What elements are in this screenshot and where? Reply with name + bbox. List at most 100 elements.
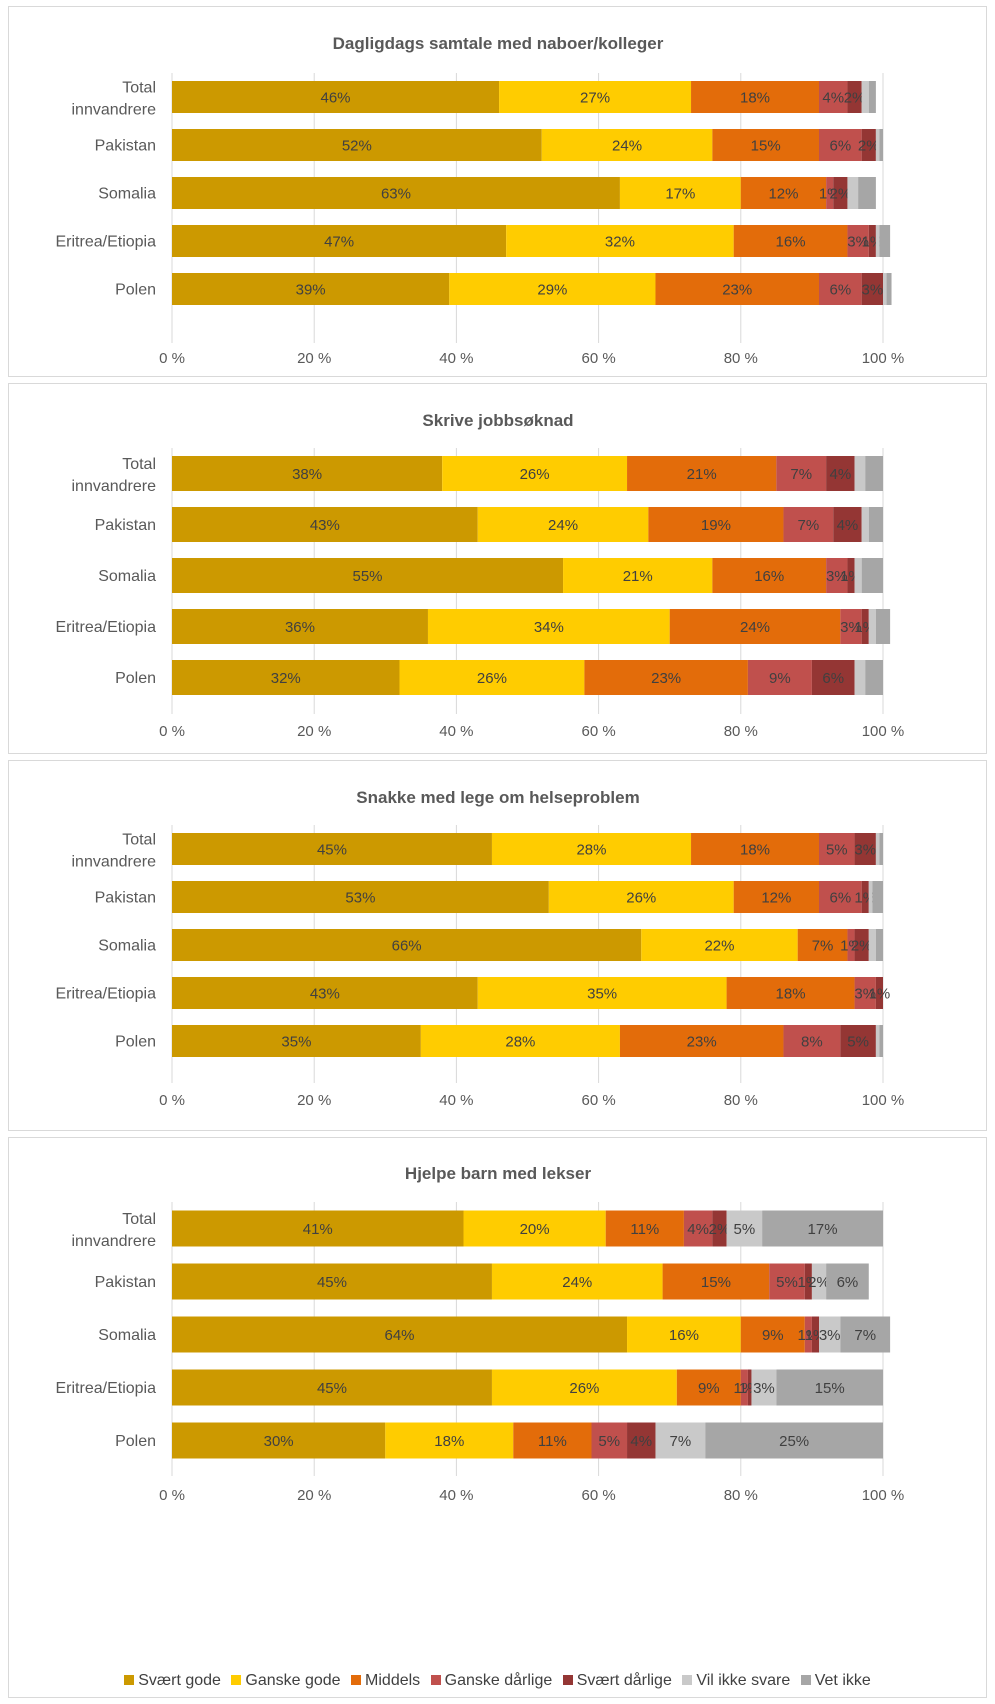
data-label: 17%	[808, 1221, 838, 1238]
tick-label: 80 %	[724, 723, 758, 740]
data-label: 30%	[264, 1433, 294, 1450]
data-label: 66%	[392, 938, 422, 955]
bar-segment	[172, 1422, 386, 1459]
category-label: Pakistan	[95, 1274, 156, 1291]
tick-label: 100 %	[862, 1092, 905, 1109]
legend: Svært gode Ganske gode Middels Ganske då…	[0, 1672, 995, 1690]
bar-segment	[172, 129, 542, 161]
bar-segment	[879, 833, 883, 865]
data-label: 7%	[790, 466, 812, 483]
category-label-line: Total	[122, 456, 156, 473]
bar-segment	[776, 456, 827, 491]
category-label-line: Eritrea/Etiopia	[56, 619, 157, 636]
data-label: 16%	[776, 234, 806, 251]
bar-segment	[427, 609, 670, 644]
bar-segment	[463, 1210, 606, 1247]
data-label: 27%	[580, 90, 610, 107]
category-label-line: Somalia	[98, 1327, 156, 1344]
bar-segment	[385, 1422, 514, 1459]
bar-segment	[854, 456, 866, 491]
data-label: 15%	[751, 138, 781, 155]
bar-segment	[854, 660, 866, 695]
bar-segment	[662, 1263, 770, 1300]
data-label: 2%	[858, 138, 880, 155]
bar-segment	[172, 929, 642, 961]
data-label: 16%	[754, 568, 784, 585]
legend-item: Svært dårlige	[562, 1672, 672, 1690]
bar-segment	[865, 660, 883, 695]
data-label: 7%	[854, 1327, 876, 1344]
chart-panel-1: Dagligdags samtale med naboer/kolleger 0 …	[8, 6, 987, 377]
legend-label: Ganske dårlige	[444, 1672, 553, 1689]
category-label: Polen	[115, 670, 156, 687]
data-label: 3%	[840, 619, 862, 636]
bar-segment	[811, 1263, 827, 1300]
data-label: 16%	[669, 1327, 699, 1344]
bar-segment	[826, 456, 855, 491]
data-label: 7%	[812, 938, 834, 955]
bar-segment	[747, 660, 812, 695]
bar-segment	[879, 129, 883, 161]
bar-segment	[861, 507, 869, 542]
bar-segment	[172, 177, 620, 209]
bar-segment	[172, 1025, 421, 1057]
tick-label: 40 %	[439, 723, 473, 740]
chart-2-svg: Skrive jobbsøknad 0 % 20 % 40 % 60 % 80 % 100 …	[56, 411, 905, 740]
bar-segment	[861, 558, 883, 593]
data-label: 38%	[292, 466, 322, 483]
data-label: 26%	[626, 890, 656, 907]
bar-segment	[172, 1369, 492, 1406]
data-label: 34%	[534, 619, 564, 636]
bar-segment	[875, 609, 891, 644]
category-label: Somalia	[98, 1327, 156, 1344]
data-label: 32%	[605, 234, 635, 251]
category-label-line: Pakistan	[95, 138, 156, 155]
category-label: Pakistan	[95, 890, 156, 907]
bar-segment	[875, 1025, 880, 1057]
tick-label: 0 %	[159, 350, 185, 367]
data-label: 3%	[854, 986, 876, 1003]
data-label: 28%	[576, 842, 606, 859]
bar-segment	[655, 1422, 706, 1459]
data-label: 3%	[854, 842, 876, 859]
bar-segment	[858, 177, 876, 209]
data-label: 2%	[709, 1221, 731, 1238]
tick-label: 80 %	[724, 1092, 758, 1109]
bar-segment	[826, 558, 848, 593]
category-label-line: Somalia	[98, 568, 156, 585]
category-label-line: Total	[122, 1211, 156, 1228]
bar-segment	[783, 1025, 841, 1057]
data-label: 24%	[548, 517, 578, 534]
data-label: 21%	[623, 568, 653, 585]
bar-segment	[619, 1025, 784, 1057]
bar-segment	[541, 129, 713, 161]
bar-segment	[513, 1422, 592, 1459]
data-label: 2%	[829, 186, 851, 203]
data-label: 5%	[847, 1034, 869, 1051]
category-label: Polen	[115, 1433, 156, 1450]
bar-segment	[847, 929, 855, 961]
legend-label: Svært gode	[138, 1672, 221, 1689]
data-label: 3%	[826, 568, 848, 585]
data-label: 55%	[353, 568, 383, 585]
data-label: 15%	[815, 1380, 845, 1397]
bar-segment	[172, 1263, 492, 1300]
bar-segment	[751, 1369, 777, 1406]
data-label: 45%	[317, 1274, 347, 1291]
bar-segment	[819, 881, 862, 913]
bar-segment	[875, 833, 880, 865]
tick-label: 20 %	[297, 1487, 331, 1504]
bar-segment	[172, 977, 478, 1009]
bar-segment	[740, 177, 827, 209]
data-label: 11%	[630, 1221, 659, 1238]
data-label: 23%	[687, 1034, 717, 1051]
legend-label: Vil ikke svare	[696, 1672, 791, 1689]
bar-segment	[712, 558, 827, 593]
data-label: 46%	[321, 90, 351, 107]
category-label-line: Eritrea/Etiopia	[56, 986, 157, 1003]
bar-segment	[499, 81, 692, 113]
data-label: 7%	[798, 517, 820, 534]
chart-3-svg: Snakke med lege om helseproblem 0 % 20 % 40…	[56, 788, 905, 1109]
data-label: 41%	[303, 1221, 333, 1238]
category-label-line: Total	[122, 80, 156, 97]
